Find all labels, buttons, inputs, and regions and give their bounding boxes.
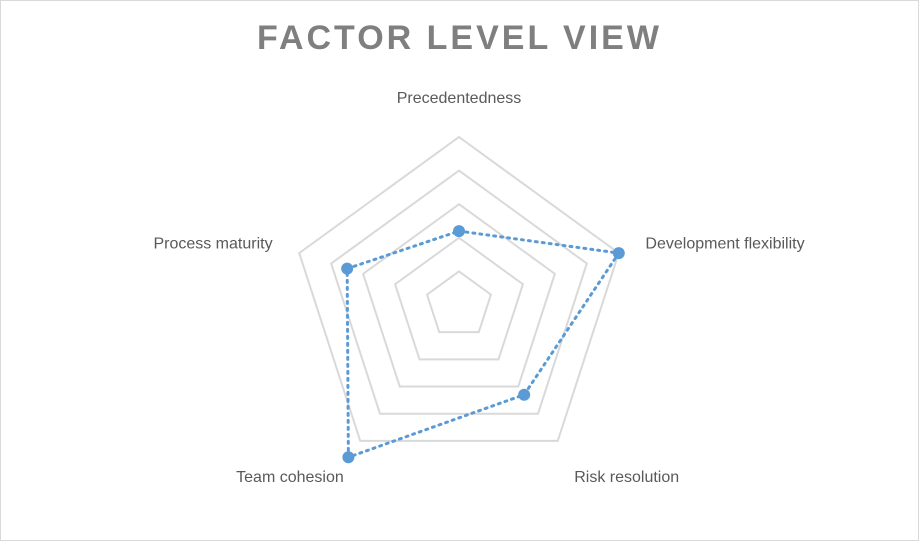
axis-label-development-flexibility: Development flexibility [645, 236, 804, 253]
grid-ring-5 [298, 135, 620, 442]
data-point-team-cohesion [342, 451, 355, 464]
data-point-development-flexibility [612, 247, 625, 260]
series-line-1 [345, 229, 622, 460]
grid-ring-3 [361, 202, 557, 388]
radar-grid [298, 135, 620, 442]
grid-ring-2 [393, 236, 525, 361]
axis-label-team-cohesion: Team cohesion [236, 469, 344, 486]
axis-label-risk-resolution: Risk resolution [574, 469, 679, 486]
radar-series [341, 225, 625, 464]
axis-label-process-maturity: Process maturity [153, 236, 272, 253]
grid-ring-1 [425, 270, 493, 334]
data-point-process-maturity [341, 262, 354, 275]
data-point-risk-resolution [518, 388, 531, 401]
axis-labels: Precedentedness Development flexibility Ri… [153, 90, 804, 486]
chart-title: FACTOR LEVEL VIEW [257, 19, 662, 57]
grid-ring-4 [330, 169, 588, 415]
data-point-precedentedness [453, 225, 465, 238]
axis-label-precedentedness: Precedentedness [397, 90, 522, 107]
